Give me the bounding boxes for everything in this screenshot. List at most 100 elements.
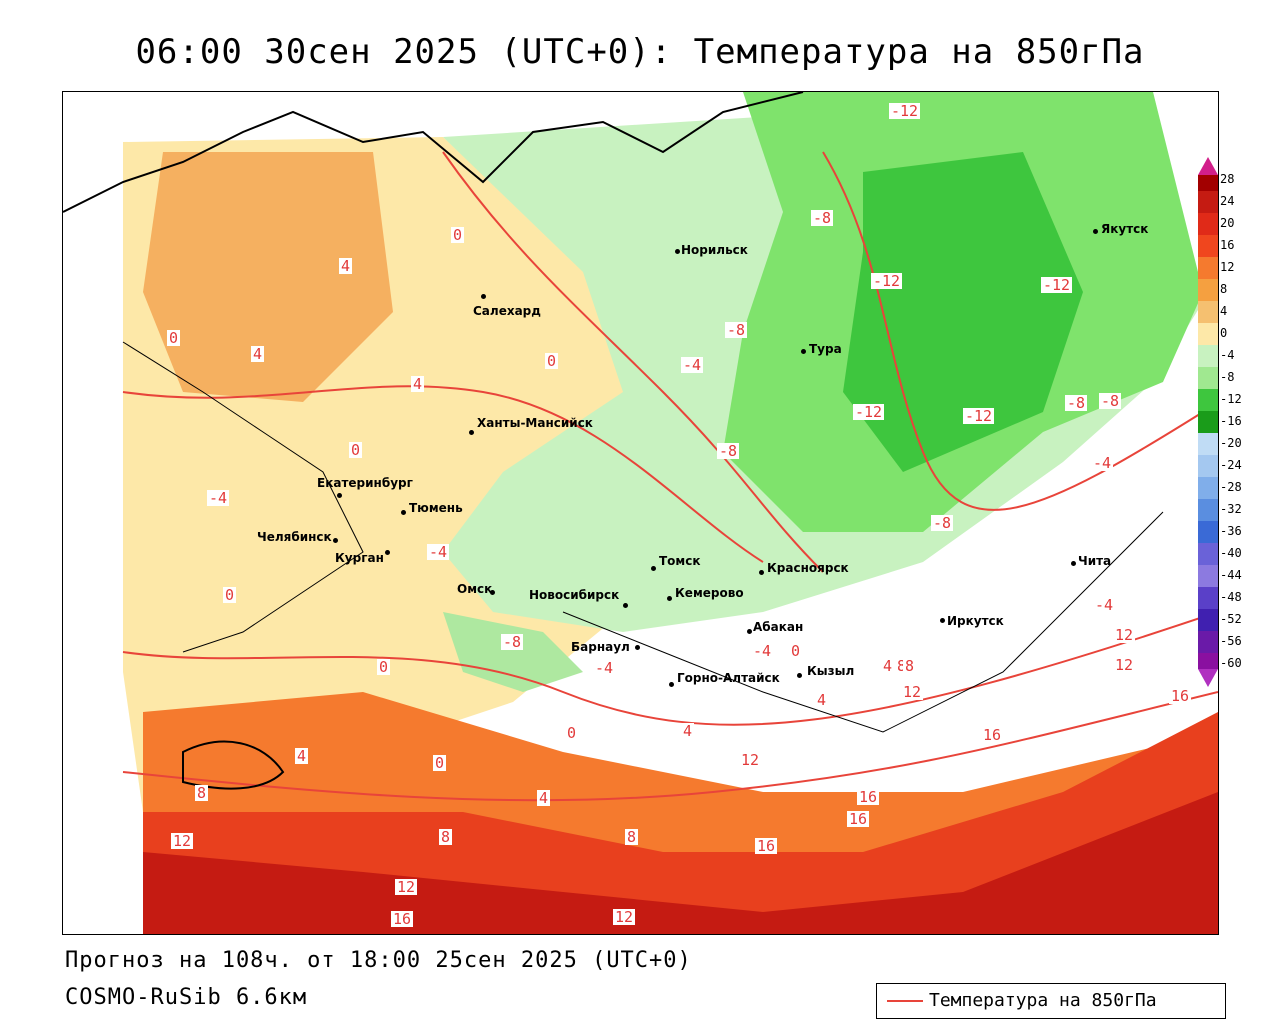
contour-label: -4	[1091, 454, 1114, 472]
map-title: 06:00 30сен 2025 (UTC+0): Температура на…	[135, 32, 1145, 72]
city-dot	[333, 538, 338, 543]
contour-label: 8	[195, 784, 209, 802]
city-label: Екатеринбург	[317, 476, 413, 490]
scale-tick: 28	[1220, 172, 1235, 186]
scale-tick: -16	[1220, 414, 1242, 428]
contour-label: 0	[167, 329, 181, 347]
contour-label: 4	[251, 345, 265, 363]
map-area: Норильск Якутск Салехард Тура Ханты-Манс…	[62, 91, 1219, 935]
contour-label: 4	[537, 789, 551, 807]
city-label: Курган	[335, 551, 384, 565]
contour-label: 8	[625, 828, 639, 846]
scale-tick: -12	[1220, 392, 1242, 406]
contour-label: -8	[1099, 392, 1122, 410]
city-label: Ханты-Мансийск	[477, 416, 593, 430]
scale-tick: -56	[1220, 634, 1242, 648]
scale-tick: 20	[1220, 216, 1235, 230]
contour-label: 16	[391, 910, 414, 928]
city-label: Челябинск	[257, 530, 332, 544]
contour-label: 8	[439, 828, 453, 846]
city-dot	[337, 493, 342, 498]
scale-tick: -4	[1220, 348, 1235, 362]
contour-label: -4	[1093, 596, 1116, 614]
scale-tick: 4	[1220, 304, 1228, 318]
city-label: Омск	[457, 582, 493, 596]
city-label: Якутск	[1101, 222, 1149, 236]
scale-tick: -8	[1220, 370, 1235, 384]
city-label: Красноярск	[767, 561, 849, 575]
scale-tick: -36	[1220, 524, 1242, 538]
contour-label: 16	[1169, 687, 1192, 705]
city-label: Тюмень	[409, 501, 463, 515]
contour-label: 0	[451, 226, 465, 244]
contour-label: 12	[901, 683, 924, 701]
city-label: Тура	[809, 342, 842, 356]
contour-label: 12	[613, 908, 636, 926]
city-dot	[801, 349, 806, 354]
contour-label: 16	[857, 788, 880, 806]
contour-label: -12	[853, 403, 885, 421]
contour-label: 0	[349, 441, 363, 459]
city-label: Барнаул	[571, 640, 630, 654]
city-label: Новосибирск	[529, 588, 620, 602]
scale-tick: -24	[1220, 458, 1242, 472]
contour-label: -12	[871, 272, 903, 290]
scale-tick: -48	[1220, 590, 1242, 604]
contour-label: -8	[501, 633, 524, 651]
contour-label: 12	[739, 751, 762, 769]
contour-label: 0	[433, 754, 447, 772]
city-label: Иркутск	[947, 614, 1004, 628]
city-label: Томск	[659, 554, 701, 568]
legend-label: Температура на 850гПа	[929, 990, 1157, 1011]
city-dot	[651, 566, 656, 571]
contour-label: 0	[223, 586, 237, 604]
color-scale: 28 24 20 16 12 8 4 0 -4 -8 -12 -16 -20 -…	[1198, 157, 1278, 687]
contour-label: -8	[717, 442, 740, 460]
legend-line-swatch	[887, 1000, 923, 1002]
contour-label: 0	[565, 724, 579, 742]
scale-tick: -44	[1220, 568, 1242, 582]
scale-tick: -28	[1220, 480, 1242, 494]
city-label: Норильск	[681, 243, 748, 257]
scale-tick: 12	[1220, 260, 1235, 274]
contour-label: 12	[171, 832, 194, 850]
contour-label: -8	[725, 321, 748, 339]
contour-label: -8	[931, 514, 954, 532]
contour-label: 12	[395, 878, 418, 896]
city-label: Кызыл	[807, 664, 855, 678]
contour-label: -8	[1065, 394, 1088, 412]
city-dot	[759, 570, 764, 575]
scale-tick: 24	[1220, 194, 1235, 208]
contour-label: 16	[755, 837, 778, 855]
city-dot	[675, 249, 680, 254]
contour-label: -4	[207, 489, 230, 507]
scale-tick: -20	[1220, 436, 1242, 450]
city-dot	[669, 682, 674, 687]
contour-label: -12	[889, 102, 921, 120]
model-name: COSMO-RuSib 6.6км	[65, 985, 308, 1010]
city-label: Горно-Алтайск	[677, 671, 780, 685]
contour-label: 4	[295, 747, 309, 765]
contour-label: 12	[1113, 656, 1136, 674]
scale-tick: -52	[1220, 612, 1242, 626]
forecast-info: Прогноз на 108ч. от 18:00 25сен 2025 (UT…	[65, 948, 692, 973]
city-dot	[1093, 229, 1098, 234]
contour-label: 8	[903, 657, 917, 675]
city-dot	[797, 673, 802, 678]
contour-label: -8	[811, 209, 834, 227]
scale-tick: -32	[1220, 502, 1242, 516]
scale-tick: 0	[1220, 326, 1228, 340]
contour-label: -4	[427, 543, 450, 561]
city-dot	[385, 550, 390, 555]
contour-label: 4	[815, 691, 829, 709]
scale-tick: 8	[1220, 282, 1228, 296]
contour-label: 4	[681, 722, 695, 740]
city-label: Кемерово	[675, 586, 744, 600]
city-dot	[747, 629, 752, 634]
contour-label: 0	[377, 658, 391, 676]
city-dot	[469, 430, 474, 435]
contour-label: 0	[789, 642, 803, 660]
city-dot	[1071, 561, 1076, 566]
city-label: Абакан	[753, 620, 804, 634]
city-dot	[623, 603, 628, 608]
